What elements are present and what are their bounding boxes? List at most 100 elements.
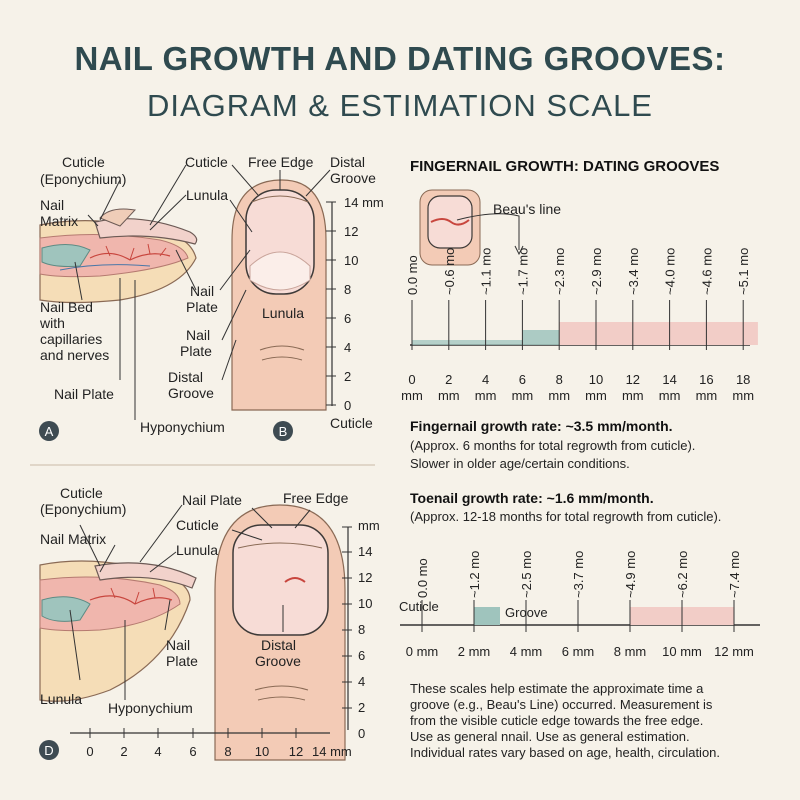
toenail-month-2: ~2.5 mo [519, 551, 534, 598]
label-plate-b2-1: Nail [186, 327, 210, 343]
label-lunula-c-bottom: Lunula [40, 691, 82, 707]
label-hyponychium-b: Hyponychium [140, 419, 225, 435]
scale-b-top: 14 mm [344, 195, 384, 210]
bottom-tick-12: 12 [289, 744, 303, 759]
toenail-mm-2: 4 mm [510, 644, 543, 659]
fingernail-mm-unit-0: mm [401, 388, 423, 403]
fingernail-mm-1: 2 [445, 372, 452, 387]
label-bed-a-3: capillaries [40, 331, 102, 347]
toenail-mm-4: 8 mm [614, 644, 647, 659]
panel-a-badge: A [45, 424, 54, 439]
scale-b-12: 12 [344, 224, 358, 239]
panel-d-badge: D [44, 743, 53, 758]
scale-c-unit: mm [358, 518, 380, 533]
label-plate-a: Nail Plate [54, 386, 114, 402]
scale-b-6: 6 [344, 311, 351, 326]
label-free-edge-b: Free Edge [248, 154, 314, 170]
toenail-month-3: ~3.7 mo [571, 551, 586, 598]
fingernail-month-6: ~3.4 mo [626, 248, 641, 295]
label-matrix-c: Nail Matrix [40, 531, 106, 547]
fingernail-mm-unit-1: mm [438, 388, 460, 403]
label-lunula-inner: Lunula [262, 305, 304, 321]
fingernail-bar-0 [412, 340, 523, 345]
toenail-mm-3: 6 mm [562, 644, 595, 659]
scale-c-12: 12 [358, 570, 372, 585]
fingernail-mm-5: 10 [589, 372, 603, 387]
fingernail-mm-unit-7: mm [659, 388, 681, 403]
label-lunula-c: Lunula [176, 542, 218, 558]
fingernail-month-0: 0.0 mo [405, 255, 420, 295]
fingernail-month-5: ~2.9 mo [589, 248, 604, 295]
label-matrix-a-1: Nail [40, 197, 64, 213]
fingernail-mm-unit-5: mm [585, 388, 607, 403]
panel-b-illustration: B [219, 164, 336, 441]
bottom-tick-10: 10 [255, 744, 269, 759]
bottom-tick-2: 2 [120, 744, 127, 759]
label-eponychium-a: (Eponychium) [40, 171, 126, 187]
scale-b-2: 2 [344, 369, 351, 384]
toenail-month-5: ~6.2 mo [675, 551, 690, 598]
fingernail-mm-unit-9: mm [732, 388, 754, 403]
footer-line-5: Individual rates vary based on age, heal… [410, 745, 721, 760]
fingernail-bars [412, 322, 758, 345]
label-distal-c-1: Distal [261, 637, 296, 653]
fingernail-mm-2: 4 [482, 372, 489, 387]
scale-c-0: 0 [358, 726, 365, 741]
bottom-tick-4: 4 [154, 744, 161, 759]
fingernail-bar-2 [559, 322, 758, 345]
fingernail-month-4: ~2.3 mo [552, 248, 567, 295]
label-cuticle-a: Cuticle [62, 154, 105, 170]
label-lunula-b: Lunula [186, 187, 228, 203]
toenail-groove-label: Groove [505, 605, 548, 620]
label-matrix-a-2: Matrix [40, 213, 78, 229]
label-bed-a-1: Nail Bed [40, 299, 93, 315]
fingernail-note-2: Slower in older age/certain conditions. [410, 456, 630, 471]
bottom-tick-6: 6 [189, 744, 196, 759]
label-distal-b2-1: Distal [168, 369, 203, 385]
label-hyponychium-c: Hyponychium [108, 700, 193, 716]
footer-line-2: groove (e.g., Beau's Line) occurred. Mea… [410, 697, 713, 712]
fingernail-thumbnail [419, 189, 524, 266]
label-bed-a-4: and nerves [40, 347, 109, 363]
fingernail-rate: Fingernail growth rate: ~3.5 mm/month. [410, 418, 673, 434]
fingernail-mm-unit-2: mm [475, 388, 497, 403]
toenail-rate: Toenail growth rate: ~1.6 mm/month. [410, 490, 654, 506]
beau-line-label: Beau's line [493, 201, 561, 217]
label-distal-c-2: Groove [255, 653, 301, 669]
label-plate-c2-2: Plate [166, 653, 198, 669]
label-distal-b-1: Distal [330, 154, 365, 170]
toenail-mm-5: 10 mm [662, 644, 702, 659]
footer-line-1: These scales help estimate the approxima… [410, 681, 704, 696]
scale-c-8: 8 [358, 622, 365, 637]
fingernail-month-2: ~1.1 mo [479, 248, 494, 295]
label-distal-b2-2: Groove [168, 385, 214, 401]
panel-a-illustration: A [39, 164, 198, 441]
anatomy-diagrams: A Cuticle (Eponychium) Nail Matrix Nail … [30, 154, 384, 761]
fingernail-note-1: (Approx. 6 months for total regrowth fro… [410, 438, 696, 453]
bottom-tick-14: 14 mm [312, 744, 352, 759]
fingernail-month-1: ~0.6 mo [442, 248, 457, 295]
toenail-mm-1: 2 mm [458, 644, 491, 659]
fingernail-mm-6: 12 [626, 372, 640, 387]
fingernail-mm-unit-6: mm [622, 388, 644, 403]
fingernail-mm-4: 8 [556, 372, 563, 387]
fingernail-mm-9: 18 [736, 372, 750, 387]
label-cuticle-c: Cuticle [60, 485, 103, 501]
fingernail-mm-unit-3: mm [512, 388, 534, 403]
fingernail-mm-8: 16 [699, 372, 713, 387]
fingernail-bar-1 [522, 330, 560, 345]
fingernail-mm-7: 14 [662, 372, 676, 387]
label-eponychium-c: (Eponychium) [40, 501, 126, 517]
footer-line-4: Use as general nnail. Use as general est… [410, 729, 690, 744]
page-title: NAIL GROWTH AND DATING GROOVES: [74, 40, 726, 77]
label-plate-b1-2: Plate [186, 299, 218, 315]
panel-b-badge: B [279, 424, 288, 439]
scale-b-8: 8 [344, 282, 351, 297]
bottom-tick-0: 0 [86, 744, 93, 759]
fingernail-month-9: ~5.1 mo [736, 248, 751, 295]
toenail-month-4: ~4.9 mo [623, 551, 638, 598]
footer-text: These scales help estimate the approxima… [410, 681, 790, 761]
toenail-note: (Approx. 12-18 months for total regrowth… [410, 509, 722, 524]
scale-c-14: 14 [358, 544, 372, 559]
